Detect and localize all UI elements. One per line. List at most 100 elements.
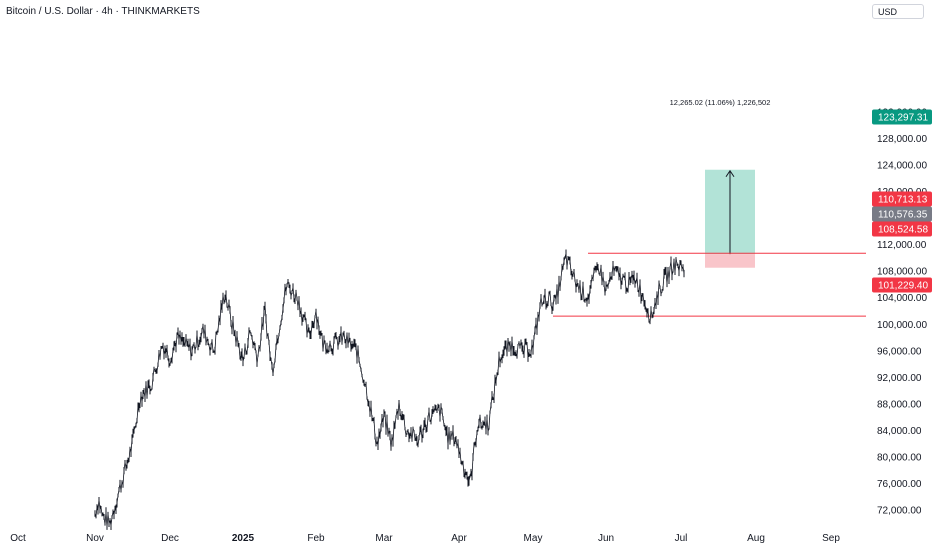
candle-body <box>619 272 622 286</box>
candle-body <box>676 263 679 267</box>
candle-body <box>597 267 600 274</box>
candle-body <box>468 475 471 481</box>
candle-body <box>169 360 172 365</box>
y-tick-label: 76,000.00 <box>877 479 922 490</box>
candle-body <box>613 267 616 273</box>
candle-body <box>323 339 326 342</box>
candle-body <box>350 344 353 348</box>
candle-body <box>549 292 552 305</box>
candle-body <box>151 377 154 389</box>
candle-body <box>354 343 357 347</box>
time-axis[interactable]: Oct Nov Dec 2025 Feb Mar Apr May Jun Jul Aug Sep <box>0 530 866 550</box>
candle-body <box>595 266 598 270</box>
candle-body <box>649 309 652 323</box>
candle-body <box>430 412 433 423</box>
candle-body <box>481 424 484 429</box>
candle-body <box>116 495 119 504</box>
candle-body <box>264 305 267 319</box>
candle-body <box>551 306 554 311</box>
candle-body <box>289 288 292 297</box>
stop-zone[interactable] <box>705 254 755 268</box>
candle-body <box>172 345 175 351</box>
price-label-level[interactable] <box>872 191 932 207</box>
candle-body <box>541 303 544 306</box>
candle-body <box>674 258 677 274</box>
y-tick-label: 124,000.00 <box>877 161 927 172</box>
candle-body <box>216 330 219 333</box>
candle-body <box>185 337 188 344</box>
candle-body <box>590 276 593 285</box>
candle-body <box>253 343 256 347</box>
candle-body <box>95 507 98 517</box>
candle-body <box>420 428 423 439</box>
candle-body <box>682 266 685 274</box>
candle-body <box>148 383 151 391</box>
candle-body <box>415 437 418 442</box>
candle-body <box>474 442 477 444</box>
candle-body <box>471 456 474 476</box>
price-label-level[interactable] <box>872 277 932 293</box>
candle-body <box>313 316 316 326</box>
candle-body <box>315 310 318 325</box>
price-label-target[interactable] <box>872 109 932 125</box>
candle-body <box>417 437 420 446</box>
candle-body <box>159 347 162 359</box>
candle-body <box>605 285 608 287</box>
candle-body <box>441 411 444 419</box>
candle-body <box>499 358 502 364</box>
candle-body <box>433 407 436 411</box>
candle-body <box>100 507 103 515</box>
candle-body <box>636 277 639 290</box>
candle-body <box>659 287 662 295</box>
candle-body <box>465 473 468 476</box>
candle-body <box>663 271 666 274</box>
candle-body <box>256 355 259 364</box>
candles[interactable] <box>94 249 685 530</box>
candle-body <box>239 355 242 359</box>
candle-body <box>260 321 263 337</box>
candle-body <box>279 322 282 328</box>
price-label-text: 110,713.13 <box>878 195 928 206</box>
candle-body <box>506 339 509 354</box>
price-axis[interactable]: 72,000.00 76,000.00 80,000.00 84,000.00 88,0… <box>866 0 932 530</box>
price-chart[interactable]: 12,265.02 (11.06%) 1,226,502 <box>0 0 866 530</box>
price-label-current[interactable] <box>872 206 932 222</box>
candle-body <box>304 315 307 321</box>
currency-button[interactable]: USD <box>872 4 924 19</box>
candle-body <box>488 412 491 428</box>
candle-body <box>196 333 199 348</box>
candle-body <box>273 360 276 366</box>
candle-body <box>407 430 410 438</box>
candle-body <box>306 327 309 335</box>
candle-body <box>209 346 212 352</box>
candle-body <box>287 280 290 286</box>
candle-body <box>503 344 506 352</box>
candle-body <box>497 355 500 373</box>
candle-body <box>242 357 245 362</box>
candle-body <box>550 304 553 311</box>
candle-body <box>125 464 128 468</box>
candle-body <box>110 517 113 526</box>
y-tick-label: 80,000.00 <box>877 452 922 463</box>
candle-body <box>251 337 254 346</box>
candle-body <box>222 295 225 303</box>
candle-body <box>653 301 656 311</box>
candle-body <box>257 346 260 356</box>
candle-body <box>633 275 636 285</box>
candle-body <box>254 346 257 352</box>
candle-body <box>401 415 404 418</box>
candle-body <box>102 513 105 518</box>
price-label-level[interactable] <box>872 221 932 237</box>
x-tick-label: Mar <box>375 533 393 544</box>
candle-body <box>243 345 246 358</box>
candle-body <box>244 345 247 353</box>
candle-body <box>489 405 492 413</box>
x-tick-label: May <box>524 533 543 544</box>
candle-body <box>444 427 447 432</box>
candle-body <box>343 333 346 342</box>
candle-body <box>265 318 268 337</box>
candle-body <box>611 264 614 276</box>
candle-body <box>163 349 166 356</box>
candle-body <box>426 417 429 430</box>
candle-body <box>358 359 361 366</box>
